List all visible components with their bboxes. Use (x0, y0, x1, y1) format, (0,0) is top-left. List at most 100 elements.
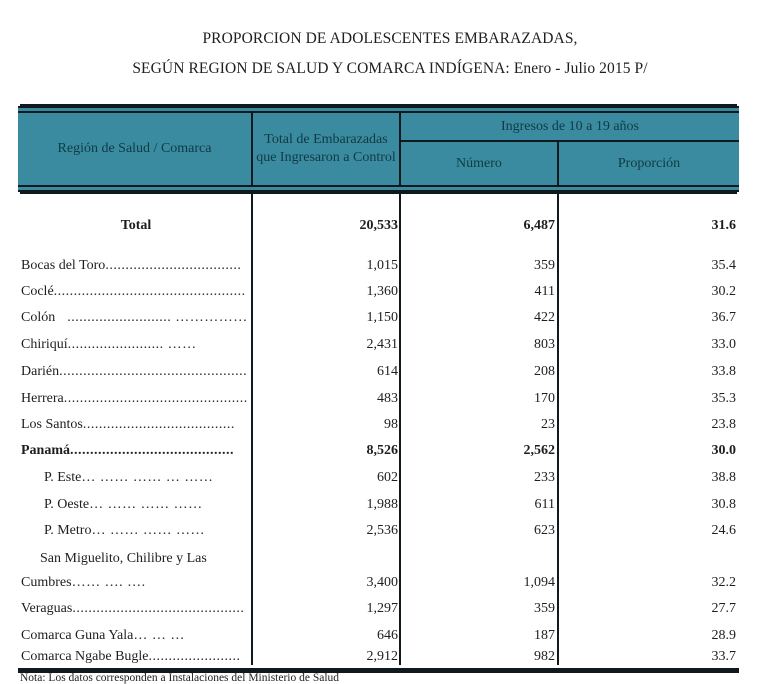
cell-total: 8,526 (366, 443, 399, 458)
cell-proporcion: 32.2 (711, 575, 737, 590)
row-label: P. Metro (44, 523, 92, 538)
cell-proporcion: 33.0 (711, 337, 737, 352)
leader-dots: … … … (133, 628, 185, 643)
table-title-line-1: PROPORCION DE ADOLESCENTES EMBARAZADAS, (202, 30, 578, 47)
cell-numero: 982 (534, 649, 555, 664)
row-label: Darién (21, 364, 60, 379)
table-footnote: Nota: Los datos corresponden a Instalaci… (20, 672, 340, 684)
column-divider (557, 192, 559, 665)
cell-total: 646 (377, 628, 398, 643)
cell-proporcion: 30.8 (711, 497, 737, 512)
cell-numero: 187 (534, 628, 555, 643)
cell-proporcion: 35.4 (711, 258, 737, 273)
cell-proporcion: 27.7 (711, 601, 737, 616)
row-label: Bocas del Toro (21, 258, 106, 273)
header-region: Región de Salud / Comarca (57, 141, 212, 156)
table-row: P. Metro… …… …… …… 2,536 623 24.6 (18, 523, 739, 545)
cell-proporcion: 24.6 (711, 523, 737, 538)
header-numero: Número (456, 155, 502, 171)
table-row: Comarca Guna Yala… … … 646 187 28.9 (18, 628, 739, 650)
leader-dots: .................................. (105, 258, 242, 273)
header-total-embarazadas: Total de Embarazadas que Ingresaron a Co… (256, 132, 396, 165)
cell-numero: 1,094 (523, 575, 556, 590)
table-row-total: Total 20,533 6,487 31.6 (18, 218, 739, 240)
table-bottom-rule (18, 668, 739, 673)
table-row: Coclé...................................… (18, 284, 739, 306)
table-row-san-miguelito: San Miguelito, Chilibre y Las Cumbres…… … (18, 547, 739, 595)
row-label: P. Este (44, 470, 82, 485)
table-title-line-2: SEGÚN REGION DE SALUD Y COMARCA INDÍGENA… (132, 60, 648, 77)
column-divider (251, 192, 253, 665)
cell-numero: 359 (534, 601, 555, 616)
leader-dots: ........................................… (59, 364, 248, 379)
leader-dots: ........................................… (63, 391, 248, 406)
cell-total: 3,400 (366, 575, 399, 590)
leader-dots: … …… …… …… (91, 523, 205, 538)
leader-dots: … …… …… … …… (81, 470, 214, 485)
cell-numero: 2,562 (523, 443, 556, 458)
cell-total: 602 (377, 470, 398, 485)
cell-proporcion: 36.7 (711, 310, 737, 325)
header-divider (557, 141, 559, 186)
row-label: Chiriquí (21, 337, 68, 352)
row-label-continued: Cumbres (21, 575, 72, 590)
table-row: Veraguas................................… (18, 601, 739, 623)
table-row-panama: Panamá..................................… (18, 443, 739, 465)
cell-total: 483 (377, 391, 398, 406)
leader-dots: ...................................... (82, 417, 235, 432)
row-label: Panamá (21, 443, 70, 458)
cell-total: 1,015 (366, 258, 399, 273)
table-row: Darién..................................… (18, 364, 739, 386)
row-label: P. Oeste (44, 497, 90, 512)
cell-proporcion: 28.9 (711, 628, 737, 643)
cell-total: 2,912 (366, 649, 399, 664)
cell-numero: 623 (534, 523, 555, 538)
table-row: P. Oeste… …… …… …… 1,988 611 30.8 (18, 497, 739, 519)
cell-proporcion: 23.8 (711, 417, 737, 432)
cell-proporcion: 38.8 (711, 470, 737, 485)
table-header: Región de Salud / Comarca Total de Embar… (18, 106, 739, 192)
cell-proporcion: 31.6 (711, 218, 737, 233)
row-label: San Miguelito, Chilibre y Las (40, 551, 207, 566)
cell-numero: 611 (534, 497, 555, 512)
cell-proporcion: 30.2 (711, 284, 737, 299)
leader-dots: ........................ …… (67, 337, 197, 352)
header-divider (251, 112, 253, 186)
table-row: Los Santos..............................… (18, 417, 739, 439)
cell-numero: 359 (534, 258, 555, 273)
cell-numero: 233 (534, 470, 555, 485)
cell-total: 98 (384, 417, 398, 432)
leader-dots: ........................................… (70, 443, 234, 458)
cell-numero: 803 (534, 337, 555, 352)
leader-dots: ....................... (148, 649, 241, 664)
leader-dots: … …… …… …… (89, 497, 203, 512)
row-label: Los Santos (21, 417, 83, 432)
header-divider (401, 140, 739, 142)
header-divider (399, 112, 401, 186)
table-row: Colón .......................... …………… 1… (18, 310, 739, 332)
leader-dots: …… …. …. (71, 575, 146, 590)
cell-proporcion: 30.0 (711, 443, 737, 458)
cell-total: 20,533 (359, 218, 399, 233)
leader-dots: ........................................… (72, 601, 245, 616)
cell-numero: 208 (534, 364, 555, 379)
row-label: Coclé (21, 284, 54, 299)
header-proporcion: Proporción (617, 155, 681, 171)
row-label: Colón (21, 310, 56, 325)
row-label: Total (120, 218, 152, 233)
table-row: Bocas del Toro..........................… (18, 258, 739, 280)
cell-total: 1,360 (366, 284, 399, 299)
cell-total: 1,297 (366, 601, 399, 616)
cell-numero: 411 (534, 284, 555, 299)
table-row: Herrera.................................… (18, 391, 739, 413)
cell-numero: 170 (534, 391, 555, 406)
row-label: Comarca Ngabe Bugle (21, 649, 149, 664)
cell-numero: 6,487 (523, 218, 556, 233)
leader-dots: .......................... …………… (55, 310, 248, 325)
cell-proporcion: 33.8 (711, 364, 737, 379)
column-divider (399, 192, 401, 665)
cell-proporcion: 35.3 (711, 391, 737, 406)
data-table: Región de Salud / Comarca Total de Embar… (18, 106, 739, 673)
leader-dots: ........................................… (53, 284, 246, 299)
row-label: Veraguas (21, 601, 73, 616)
